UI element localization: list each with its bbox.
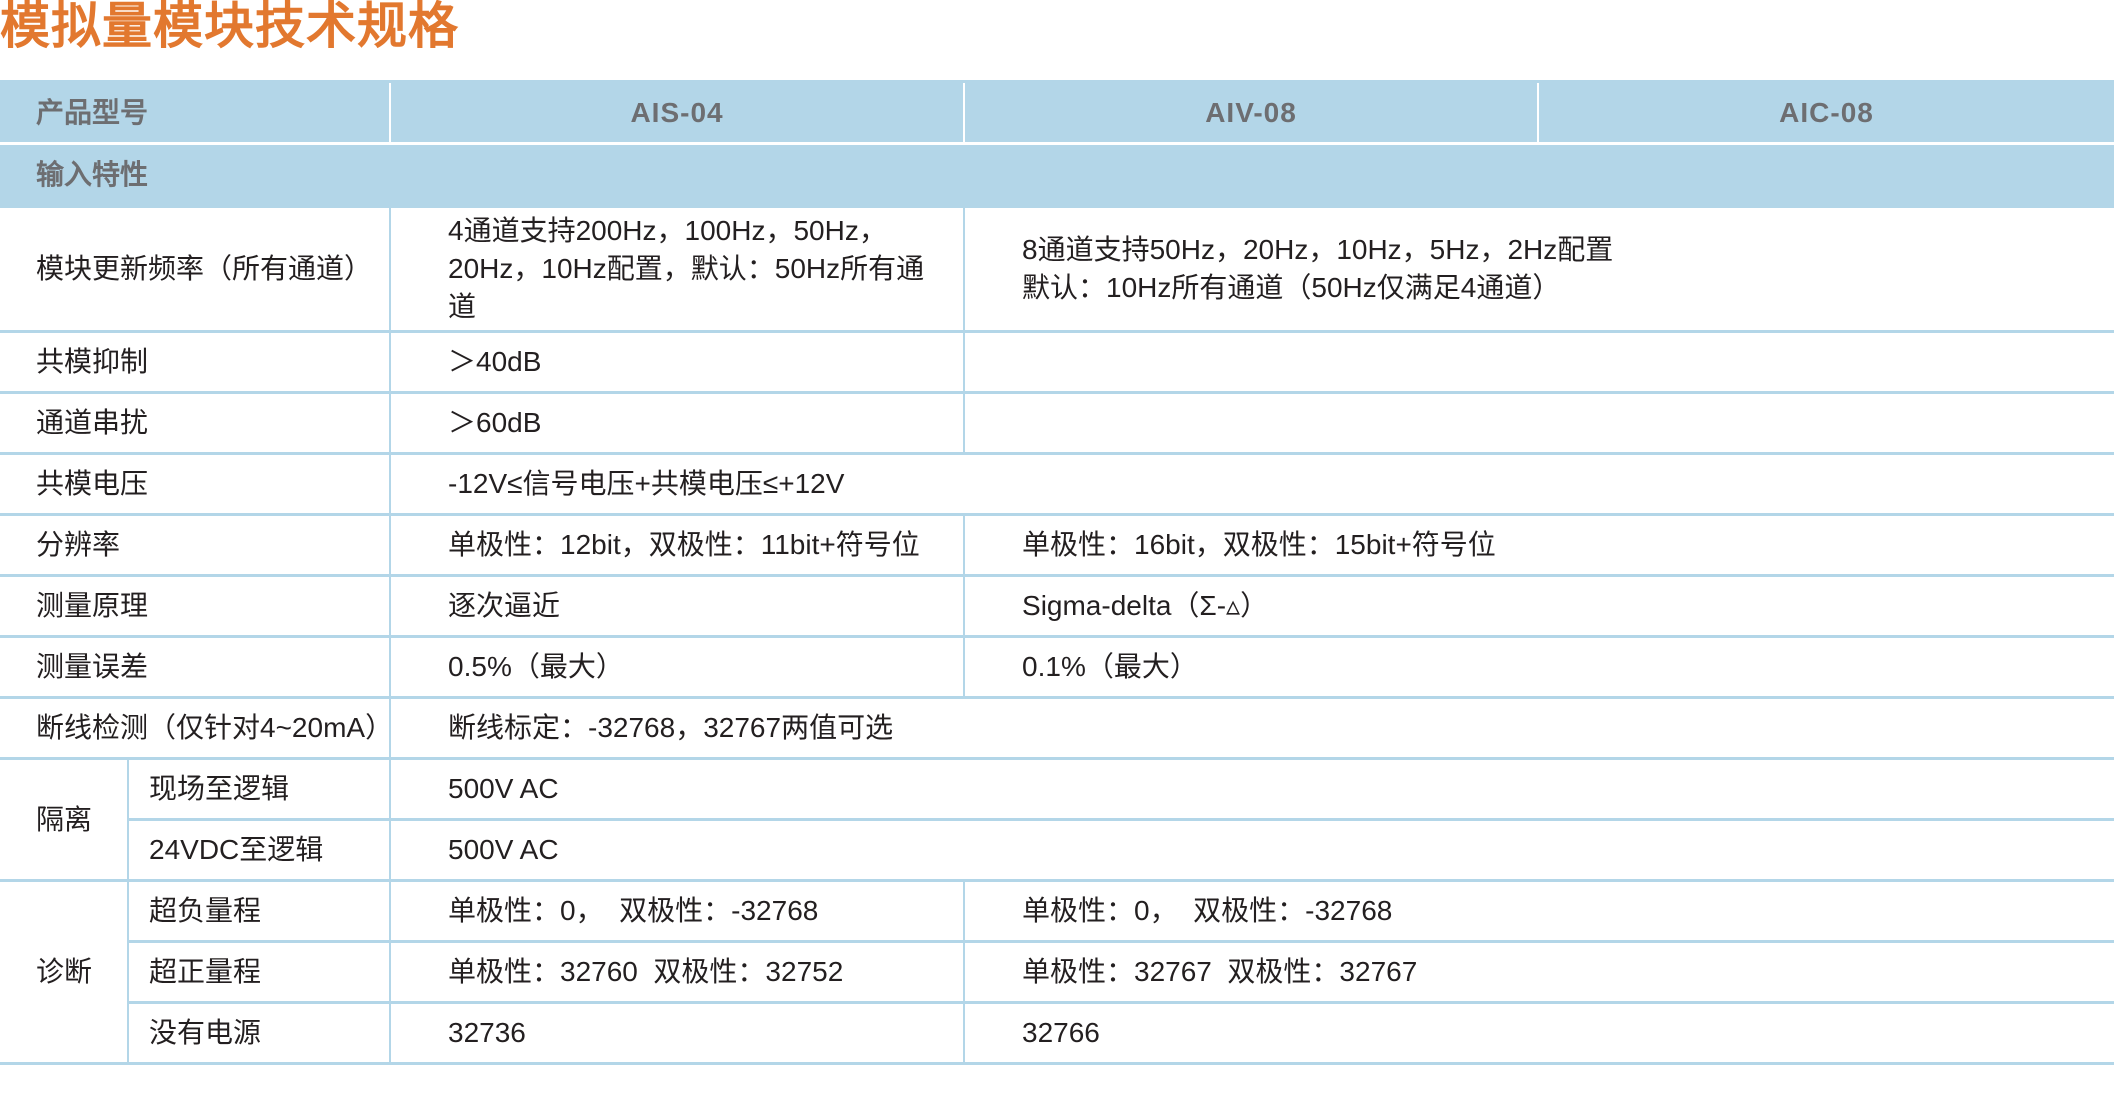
table-row: 测量误差 0.5%（最大） 0.1%（最大） — [0, 635, 2114, 699]
ais-value: 0.5%（最大） — [389, 635, 966, 699]
table-row: 测量原理 逐次逼近 Sigma-delta（Σ-▵） — [0, 574, 2114, 638]
aiv-aic-value: 单极性：32767 双极性：32767 — [963, 940, 2114, 1004]
model-ais-04: AIS-04 — [389, 80, 966, 145]
row-label: 共模抑制 — [0, 330, 392, 394]
aiv-aic-value: 单极性：16bit，双极性：15bit+符号位 — [963, 513, 2114, 577]
model-aic-08: AIC-08 — [1537, 80, 2114, 145]
ais-value: ＞60dB — [389, 391, 966, 455]
section-row: 输入特性 — [0, 142, 2114, 208]
ais-value: 32736 — [389, 1001, 966, 1065]
row-label: 测量原理 — [0, 574, 392, 638]
table-row: 通道串扰 ＞60dB — [0, 391, 2114, 455]
row-label: 测量误差 — [0, 635, 392, 699]
section-title: 输入特性 — [0, 142, 2114, 208]
aiv-aic-value — [963, 330, 2114, 394]
table-row: 模块更新频率（所有通道） 4通道支持200Hz，100Hz，50Hz，20Hz，… — [0, 205, 2114, 333]
ais-value: 单极性：0， 双极性：-32768 — [389, 879, 966, 943]
row-label: 现场至逻辑 — [126, 757, 392, 821]
row-label: 模块更新频率（所有通道） — [0, 205, 392, 333]
model-aiv-08: AIV-08 — [963, 80, 1540, 145]
ais-value: 单极性：32760 双极性：32752 — [389, 940, 966, 1004]
spec-table: 产品型号 AIS-04 AIV-08 AIC-08 输入特性 模块更新频率（所有… — [0, 80, 2114, 1065]
row-label: 断线检测（仅针对4~20mA） — [0, 696, 393, 760]
all-value: 断线标定：-32768，32767两值可选 — [389, 696, 2114, 760]
group-label-diagnostics: 诊断 — [0, 879, 129, 1065]
row-label: 超正量程 — [128, 940, 392, 1004]
table-row: 隔离 现场至逻辑 500V AC — [0, 757, 2114, 882]
all-value: 500V AC — [389, 757, 2114, 821]
ais-value: 逐次逼近 — [389, 574, 966, 638]
table-row: 断线检测（仅针对4~20mA） 断线标定：-32768，32767两值可选 — [0, 696, 2114, 760]
all-value: -12V≤信号电压+共模电压≤+12V — [389, 452, 2114, 516]
table-row: 24VDC至逻辑 500V AC — [0, 818, 2114, 882]
aiv-aic-value — [963, 391, 2114, 455]
header-label: 产品型号 — [0, 80, 392, 145]
row-label: 通道串扰 — [0, 391, 392, 455]
row-label: 超负量程 — [126, 879, 392, 943]
aiv-aic-value: 0.1%（最大） — [963, 635, 2114, 699]
group-label-isolation: 隔离 — [0, 757, 129, 882]
header-row: 产品型号 AIS-04 AIV-08 AIC-08 — [0, 80, 2114, 145]
aiv-aic-value: 8通道支持50Hz，20Hz，10Hz，5Hz，2Hz配置 默认：10Hz所有通道… — [963, 205, 2114, 333]
ais-value: 4通道支持200Hz，100Hz，50Hz，20Hz，10Hz配置，默认：50H… — [389, 205, 966, 333]
row-label: 分辨率 — [0, 513, 392, 577]
table-row: 共模电压 -12V≤信号电压+共模电压≤+12V — [0, 452, 2114, 516]
row-label: 共模电压 — [0, 452, 392, 516]
row-label: 没有电源 — [128, 1001, 392, 1065]
aiv-aic-value: 32766 — [963, 1001, 2114, 1065]
aiv-aic-line: 8通道支持50Hz，20Hz，10Hz，5Hz，2Hz配置 — [1022, 234, 1614, 265]
ais-value: 单极性：12bit，双极性：11bit+符号位 — [389, 513, 966, 577]
aiv-aic-value: 单极性：0， 双极性：-32768 — [963, 879, 2114, 943]
table-row: 没有电源 32736 32766 — [0, 1001, 2114, 1065]
table-row: 超正量程 单极性：32760 双极性：32752 单极性：32767 双极性：3… — [0, 940, 2114, 1004]
table-row: 共模抑制 ＞40dB — [0, 330, 2114, 394]
aiv-aic-value: Sigma-delta（Σ-▵） — [963, 574, 2114, 638]
table-row: 分辨率 单极性：12bit，双极性：11bit+符号位 单极性：16bit，双极… — [0, 513, 2114, 577]
row-label: 24VDC至逻辑 — [128, 818, 392, 882]
table-row: 诊断 超负量程 单极性：0， 双极性：-32768 单极性：0， 双极性：-32… — [0, 879, 2114, 1065]
aiv-aic-line: 默认：10Hz所有通道（50Hz仅满足4通道） — [1022, 272, 1561, 303]
ais-value: ＞40dB — [389, 330, 966, 394]
page-title: 模拟量模块技术规格 — [0, 0, 459, 54]
all-value: 500V AC — [389, 818, 2114, 882]
